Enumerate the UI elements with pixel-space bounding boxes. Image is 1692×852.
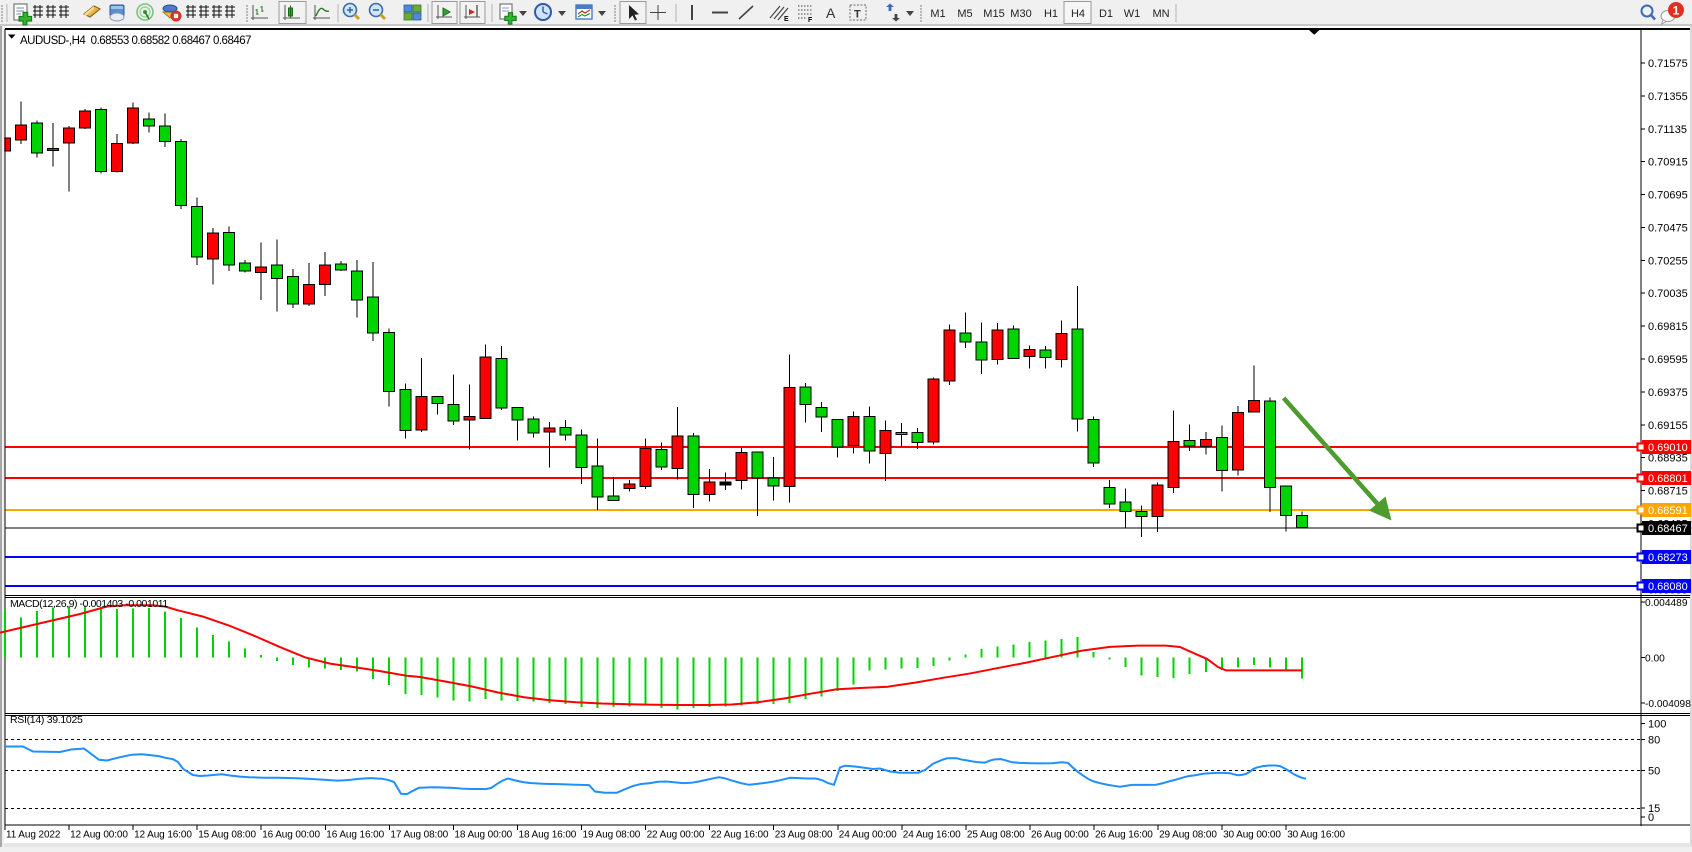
svg-text:0.68467: 0.68467	[1648, 523, 1688, 535]
svg-text:30 Aug 16:00: 30 Aug 16:00	[1287, 830, 1345, 841]
svg-text:0.69815: 0.69815	[1648, 321, 1688, 333]
svg-text:0.71135: 0.71135	[1648, 124, 1687, 136]
svg-text:0.71575: 0.71575	[1648, 58, 1688, 70]
svg-text:16 Aug 00:00: 16 Aug 00:00	[262, 830, 320, 841]
svg-text:24 Aug 00:00: 24 Aug 00:00	[839, 830, 897, 841]
svg-text:12 Aug 16:00: 12 Aug 16:00	[134, 830, 192, 841]
svg-text:0.68591: 0.68591	[1648, 505, 1688, 517]
svg-text:12 Aug 00:00: 12 Aug 00:00	[70, 830, 128, 841]
svg-text:H4: H4	[1071, 8, 1085, 20]
svg-text:15: 15	[1648, 803, 1660, 815]
svg-text:0.69595: 0.69595	[1648, 354, 1688, 366]
svg-text:M15: M15	[983, 8, 1004, 20]
svg-text:F: F	[808, 17, 813, 24]
svg-text:0.00: 0.00	[1645, 654, 1665, 665]
svg-text:50: 50	[1648, 766, 1660, 778]
svg-text:0.68080: 0.68080	[1648, 581, 1688, 593]
svg-text:0.68935: 0.68935	[1648, 453, 1688, 465]
svg-text:D1: D1	[1099, 8, 1113, 20]
svg-text:0.70035: 0.70035	[1648, 288, 1688, 300]
svg-text:30 Aug 00:00: 30 Aug 00:00	[1223, 830, 1281, 841]
svg-text:-0.004098: -0.004098	[1645, 699, 1691, 710]
svg-text:M5: M5	[957, 8, 972, 20]
svg-text:26 Aug 00:00: 26 Aug 00:00	[1031, 830, 1089, 841]
svg-text:H1: H1	[1044, 8, 1058, 20]
svg-text:0.004489: 0.004489	[1645, 598, 1688, 609]
svg-text:23 Aug 08:00: 23 Aug 08:00	[775, 830, 833, 841]
svg-text:25 Aug 08:00: 25 Aug 08:00	[967, 830, 1025, 841]
svg-text:0.68801: 0.68801	[1648, 473, 1688, 485]
svg-text:15 Aug 08:00: 15 Aug 08:00	[198, 830, 256, 841]
svg-text:RSI(14) 39.1025: RSI(14) 39.1025	[10, 714, 83, 726]
svg-text:M30: M30	[1010, 8, 1031, 20]
svg-text:0.68273: 0.68273	[1648, 552, 1688, 564]
svg-text:MACD(12,26,9) -0.001403 -0.001: MACD(12,26,9) -0.001403 -0.001011	[10, 598, 168, 610]
svg-text:26 Aug 16:00: 26 Aug 16:00	[1095, 830, 1153, 841]
svg-text:17 Aug 08:00: 17 Aug 08:00	[390, 830, 448, 841]
svg-text:16 Aug 16:00: 16 Aug 16:00	[326, 830, 384, 841]
svg-text:0.69010: 0.69010	[1648, 442, 1688, 454]
svg-text:0.71355: 0.71355	[1648, 91, 1688, 103]
svg-text:E: E	[784, 16, 789, 23]
svg-text:1: 1	[1673, 4, 1680, 18]
svg-text:0.68715: 0.68715	[1648, 486, 1688, 498]
svg-text:22 Aug 16:00: 22 Aug 16:00	[711, 830, 769, 841]
svg-text:18 Aug 00:00: 18 Aug 00:00	[454, 830, 512, 841]
svg-text:0.70695: 0.70695	[1648, 190, 1688, 202]
svg-text:80: 80	[1648, 735, 1660, 747]
svg-text:19 Aug 08:00: 19 Aug 08:00	[583, 830, 641, 841]
svg-text:0.70915: 0.70915	[1648, 157, 1688, 169]
svg-text:0.70255: 0.70255	[1648, 255, 1688, 267]
svg-text:24 Aug 16:00: 24 Aug 16:00	[903, 830, 961, 841]
svg-text:0.70475: 0.70475	[1648, 222, 1688, 234]
svg-text:0.69375: 0.69375	[1648, 387, 1688, 399]
svg-text:100: 100	[1648, 719, 1666, 731]
svg-text:MN: MN	[1152, 8, 1169, 20]
svg-text:22 Aug 00:00: 22 Aug 00:00	[647, 830, 705, 841]
svg-text:18 Aug 16:00: 18 Aug 16:00	[519, 830, 577, 841]
svg-text:11 Aug 2022: 11 Aug 2022	[6, 830, 61, 841]
svg-text:0: 0	[1648, 812, 1654, 824]
svg-text:A: A	[826, 5, 836, 21]
svg-text:AUDUSD-,H4 0.68553 0.68582 0.: AUDUSD-,H4 0.68553 0.68582 0.68467 0.684…	[20, 35, 251, 47]
svg-text:29 Aug 08:00: 29 Aug 08:00	[1159, 830, 1217, 841]
svg-text:M1: M1	[930, 8, 945, 20]
svg-text:0.69155: 0.69155	[1648, 420, 1688, 432]
svg-text:W1: W1	[1124, 8, 1141, 20]
svg-text:T: T	[854, 9, 861, 21]
